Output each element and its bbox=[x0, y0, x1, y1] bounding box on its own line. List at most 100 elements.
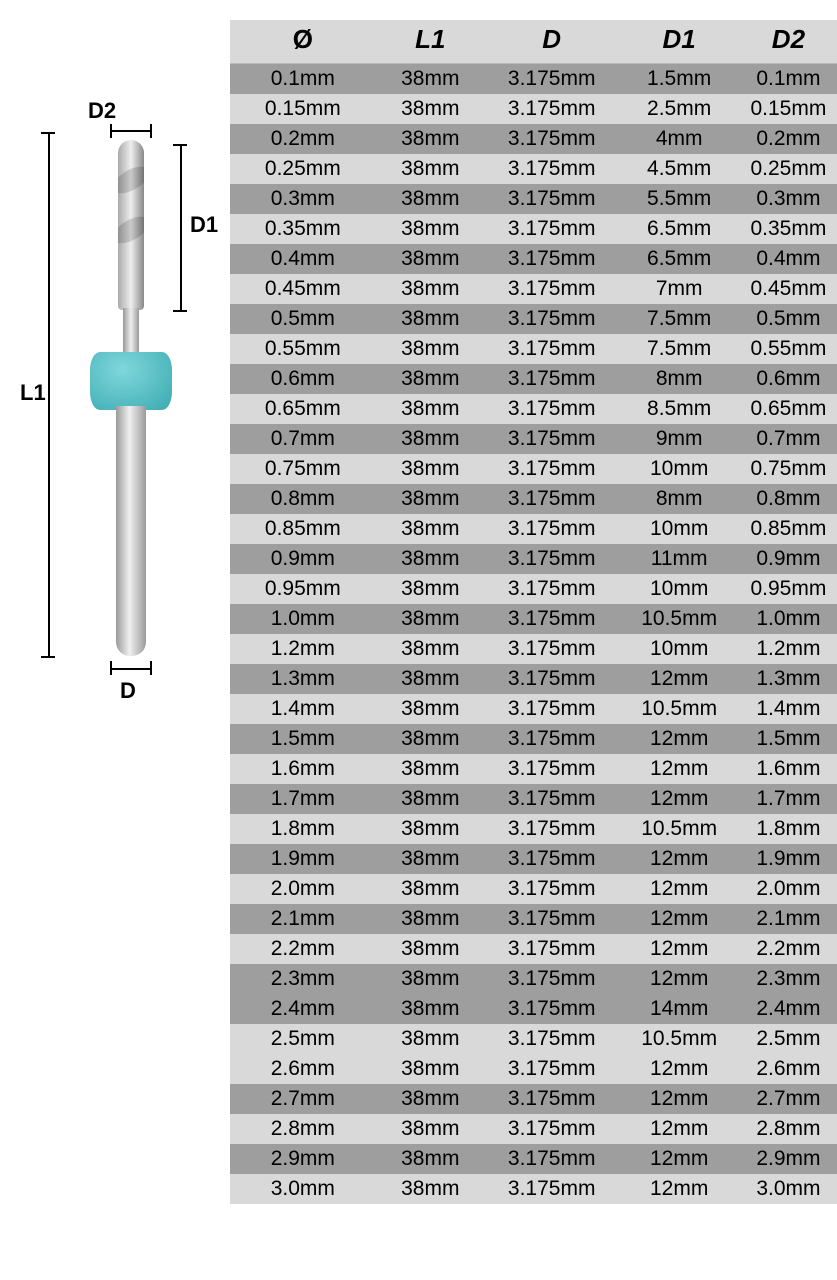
spec-table: Ø L1 D D1 D2 0.1mm38mm3.175mm1.5mm0.1mm0… bbox=[230, 20, 837, 1204]
cell-D2: 1.6mm bbox=[740, 754, 837, 784]
cell-diam: 1.7mm bbox=[230, 784, 376, 814]
drill-bit-diagram: D2 D1 L1 D bbox=[20, 130, 220, 730]
table-header-row: Ø L1 D D1 D2 bbox=[230, 20, 837, 64]
cell-D1: 10mm bbox=[618, 634, 739, 664]
dim-line-l1 bbox=[48, 132, 50, 656]
cell-diam: 0.3mm bbox=[230, 184, 376, 214]
cell-D1: 7.5mm bbox=[618, 334, 739, 364]
table-row: 1.3mm38mm3.175mm12mm1.3mm bbox=[230, 664, 837, 694]
cell-D1: 6.5mm bbox=[618, 214, 739, 244]
cell-diam: 1.0mm bbox=[230, 604, 376, 634]
cell-D1: 8mm bbox=[618, 484, 739, 514]
cell-D1: 7.5mm bbox=[618, 304, 739, 334]
cell-diam: 2.3mm bbox=[230, 964, 376, 994]
cell-D: 3.175mm bbox=[485, 664, 619, 694]
cell-D: 3.175mm bbox=[485, 934, 619, 964]
cell-diam: 0.65mm bbox=[230, 394, 376, 424]
cell-L1: 38mm bbox=[376, 304, 485, 334]
table-row: 1.5mm38mm3.175mm12mm1.5mm bbox=[230, 724, 837, 754]
cell-D2: 2.7mm bbox=[740, 1084, 837, 1114]
cell-D: 3.175mm bbox=[485, 64, 619, 95]
cell-diam: 0.2mm bbox=[230, 124, 376, 154]
cell-diam: 2.0mm bbox=[230, 874, 376, 904]
drill-shank bbox=[116, 406, 146, 656]
cell-D1: 10.5mm bbox=[618, 604, 739, 634]
cell-L1: 38mm bbox=[376, 334, 485, 364]
cell-D2: 0.7mm bbox=[740, 424, 837, 454]
cell-D1: 12mm bbox=[618, 964, 739, 994]
table-row: 1.9mm38mm3.175mm12mm1.9mm bbox=[230, 844, 837, 874]
cell-D: 3.175mm bbox=[485, 484, 619, 514]
cell-D1: 2.5mm bbox=[618, 94, 739, 124]
cell-D1: 9mm bbox=[618, 424, 739, 454]
cell-D: 3.175mm bbox=[485, 544, 619, 574]
table-row: 0.55mm38mm3.175mm7.5mm0.55mm bbox=[230, 334, 837, 364]
cell-diam: 0.5mm bbox=[230, 304, 376, 334]
cell-D2: 2.8mm bbox=[740, 1114, 837, 1144]
table-row: 0.75mm38mm3.175mm10mm0.75mm bbox=[230, 454, 837, 484]
cell-D2: 0.65mm bbox=[740, 394, 837, 424]
table-row: 0.5mm38mm3.175mm7.5mm0.5mm bbox=[230, 304, 837, 334]
cell-L1: 38mm bbox=[376, 1084, 485, 1114]
cell-L1: 38mm bbox=[376, 934, 485, 964]
cell-D1: 12mm bbox=[618, 844, 739, 874]
cell-L1: 38mm bbox=[376, 1144, 485, 1174]
cell-D: 3.175mm bbox=[485, 874, 619, 904]
cell-L1: 38mm bbox=[376, 424, 485, 454]
cell-D2: 2.5mm bbox=[740, 1024, 837, 1054]
cell-D2: 0.35mm bbox=[740, 214, 837, 244]
cell-L1: 38mm bbox=[376, 814, 485, 844]
cell-diam: 1.6mm bbox=[230, 754, 376, 784]
cell-L1: 38mm bbox=[376, 124, 485, 154]
cell-diam: 1.2mm bbox=[230, 634, 376, 664]
cell-D1: 12mm bbox=[618, 1144, 739, 1174]
cell-D: 3.175mm bbox=[485, 424, 619, 454]
table-row: 0.7mm38mm3.175mm9mm0.7mm bbox=[230, 424, 837, 454]
cell-D: 3.175mm bbox=[485, 994, 619, 1024]
cell-D2: 0.15mm bbox=[740, 94, 837, 124]
cell-D2: 1.7mm bbox=[740, 784, 837, 814]
dim-label-d2: D2 bbox=[88, 98, 116, 124]
cell-D2: 2.9mm bbox=[740, 1144, 837, 1174]
cell-D: 3.175mm bbox=[485, 334, 619, 364]
cell-D1: 10.5mm bbox=[618, 694, 739, 724]
cell-L1: 38mm bbox=[376, 1054, 485, 1084]
cell-D2: 2.6mm bbox=[740, 1054, 837, 1084]
cell-L1: 38mm bbox=[376, 394, 485, 424]
cell-D1: 7mm bbox=[618, 274, 739, 304]
cell-D2: 1.3mm bbox=[740, 664, 837, 694]
cell-diam: 0.45mm bbox=[230, 274, 376, 304]
table-row: 1.8mm38mm3.175mm10.5mm1.8mm bbox=[230, 814, 837, 844]
cell-diam: 0.6mm bbox=[230, 364, 376, 394]
cell-D1: 4mm bbox=[618, 124, 739, 154]
cell-D: 3.175mm bbox=[485, 1024, 619, 1054]
cell-L1: 38mm bbox=[376, 1174, 485, 1204]
table-row: 2.3mm38mm3.175mm12mm2.3mm bbox=[230, 964, 837, 994]
cell-diam: 0.1mm bbox=[230, 64, 376, 95]
table-row: 2.4mm38mm3.175mm14mm2.4mm bbox=[230, 994, 837, 1024]
cell-D: 3.175mm bbox=[485, 724, 619, 754]
cell-D: 3.175mm bbox=[485, 604, 619, 634]
cell-D: 3.175mm bbox=[485, 844, 619, 874]
cell-D: 3.175mm bbox=[485, 454, 619, 484]
cell-D: 3.175mm bbox=[485, 244, 619, 274]
cell-D: 3.175mm bbox=[485, 964, 619, 994]
cell-D1: 10.5mm bbox=[618, 1024, 739, 1054]
table-row: 0.85mm38mm3.175mm10mm0.85mm bbox=[230, 514, 837, 544]
dim-label-d: D bbox=[120, 678, 136, 704]
cell-D1: 12mm bbox=[618, 1054, 739, 1084]
cell-D: 3.175mm bbox=[485, 814, 619, 844]
cell-D1: 1.5mm bbox=[618, 64, 739, 95]
cell-D2: 0.9mm bbox=[740, 544, 837, 574]
table-row: 0.15mm38mm3.175mm2.5mm0.15mm bbox=[230, 94, 837, 124]
cell-diam: 3.0mm bbox=[230, 1174, 376, 1204]
cell-diam: 0.8mm bbox=[230, 484, 376, 514]
cell-D2: 3.0mm bbox=[740, 1174, 837, 1204]
table-row: 0.65mm38mm3.175mm8.5mm0.65mm bbox=[230, 394, 837, 424]
cell-L1: 38mm bbox=[376, 1024, 485, 1054]
cell-D1: 12mm bbox=[618, 874, 739, 904]
table-row: 2.1mm38mm3.175mm12mm2.1mm bbox=[230, 904, 837, 934]
col-l1: L1 bbox=[376, 20, 485, 64]
cell-D2: 0.3mm bbox=[740, 184, 837, 214]
table-row: 2.0mm38mm3.175mm12mm2.0mm bbox=[230, 874, 837, 904]
